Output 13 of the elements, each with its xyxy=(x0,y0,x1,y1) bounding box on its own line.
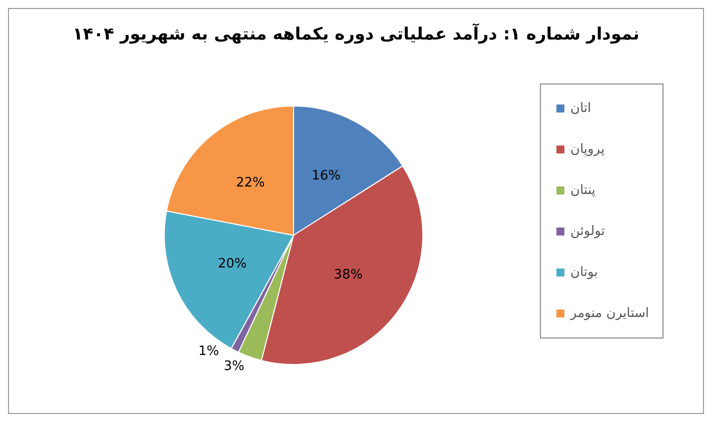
legend-label: پنتان xyxy=(570,183,596,198)
legend-label: بوتان xyxy=(570,265,598,280)
data-label: 22% xyxy=(236,176,265,191)
data-label: 38% xyxy=(334,268,363,282)
legend-label: اتان xyxy=(570,101,592,116)
legend-label: پروپان xyxy=(570,142,605,157)
data-label: 20% xyxy=(218,256,247,272)
chart-title: نمودار شماره ۱: درآمد عملیاتی دوره یکماهه منتهی به شهریور ۱۴۰۴ xyxy=(72,22,640,44)
legend-label: استایرن منومر xyxy=(569,306,650,321)
data-label: 1% xyxy=(198,344,220,359)
data-label: 3% xyxy=(224,358,244,374)
legend-label: تولوئن xyxy=(570,224,606,239)
data-label: 16% xyxy=(312,168,341,184)
